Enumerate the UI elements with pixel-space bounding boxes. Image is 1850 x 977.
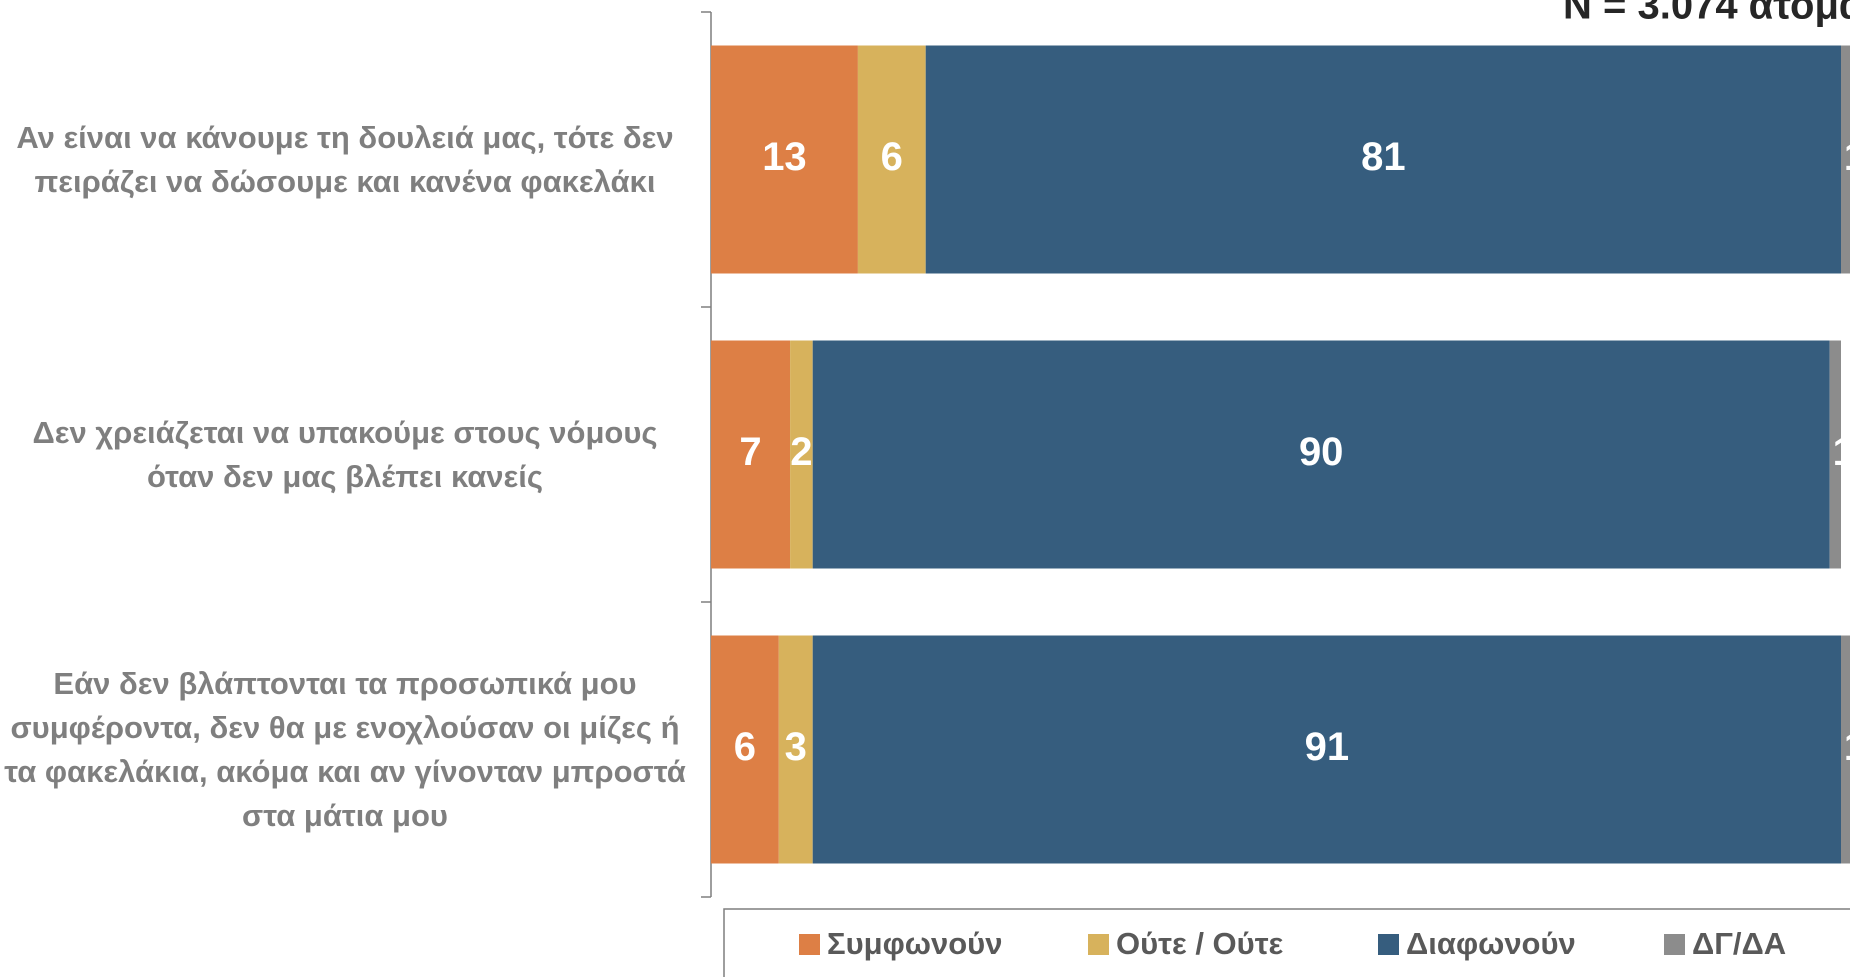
category-label: Αν είναι να κάνουμε τη δουλειά μας, τότε… bbox=[16, 119, 674, 199]
data-label: 90 bbox=[1299, 430, 1344, 474]
data-label: 91 bbox=[1305, 725, 1350, 769]
bar-segment bbox=[925, 45, 1841, 274]
bar-segment bbox=[1829, 340, 1841, 569]
category-label: Δεν χρειάζεται να υπακούμε στους νόμους … bbox=[32, 414, 658, 494]
bar-segment bbox=[778, 635, 813, 864]
data-label: 81 bbox=[1361, 135, 1406, 179]
bar-segment bbox=[711, 45, 858, 274]
legend-box bbox=[723, 908, 1850, 977]
legend-label: Συμφωνούν bbox=[827, 926, 1002, 961]
bar-segment bbox=[711, 340, 791, 569]
legend-swatch bbox=[1088, 934, 1109, 955]
data-label: 6 bbox=[881, 135, 903, 179]
legend-swatch bbox=[1378, 934, 1399, 955]
legend-label: Διαφωνούν bbox=[1406, 926, 1576, 961]
data-label: 3 bbox=[785, 725, 807, 769]
legend-label: ΔΓ/ΔΑ bbox=[1692, 926, 1786, 961]
data-label: 1 bbox=[1844, 725, 1850, 769]
bar-segment bbox=[812, 635, 1842, 864]
data-label: 13 bbox=[762, 135, 807, 179]
bar-segment bbox=[1841, 635, 1850, 864]
bar-segment bbox=[1841, 45, 1850, 274]
data-label: 6 bbox=[734, 725, 756, 769]
bar-segment bbox=[711, 635, 779, 864]
bar-segment bbox=[790, 340, 813, 569]
legend-label: Ούτε / Ούτε bbox=[1116, 926, 1284, 961]
legend-swatch bbox=[799, 934, 820, 955]
legend-swatch bbox=[1664, 934, 1685, 955]
data-label: 1 bbox=[1844, 135, 1850, 179]
bar-segment bbox=[812, 340, 1830, 569]
chart-title: N = 3.074 άτομα bbox=[1563, 0, 1850, 28]
data-label: 7 bbox=[739, 430, 761, 474]
category-label: Εάν δεν βλάπτονται τα προσωπικά μου συμφ… bbox=[4, 665, 686, 833]
data-label: 2 bbox=[790, 430, 812, 474]
data-label: 1 bbox=[1833, 430, 1850, 474]
bar-segment bbox=[857, 45, 926, 274]
